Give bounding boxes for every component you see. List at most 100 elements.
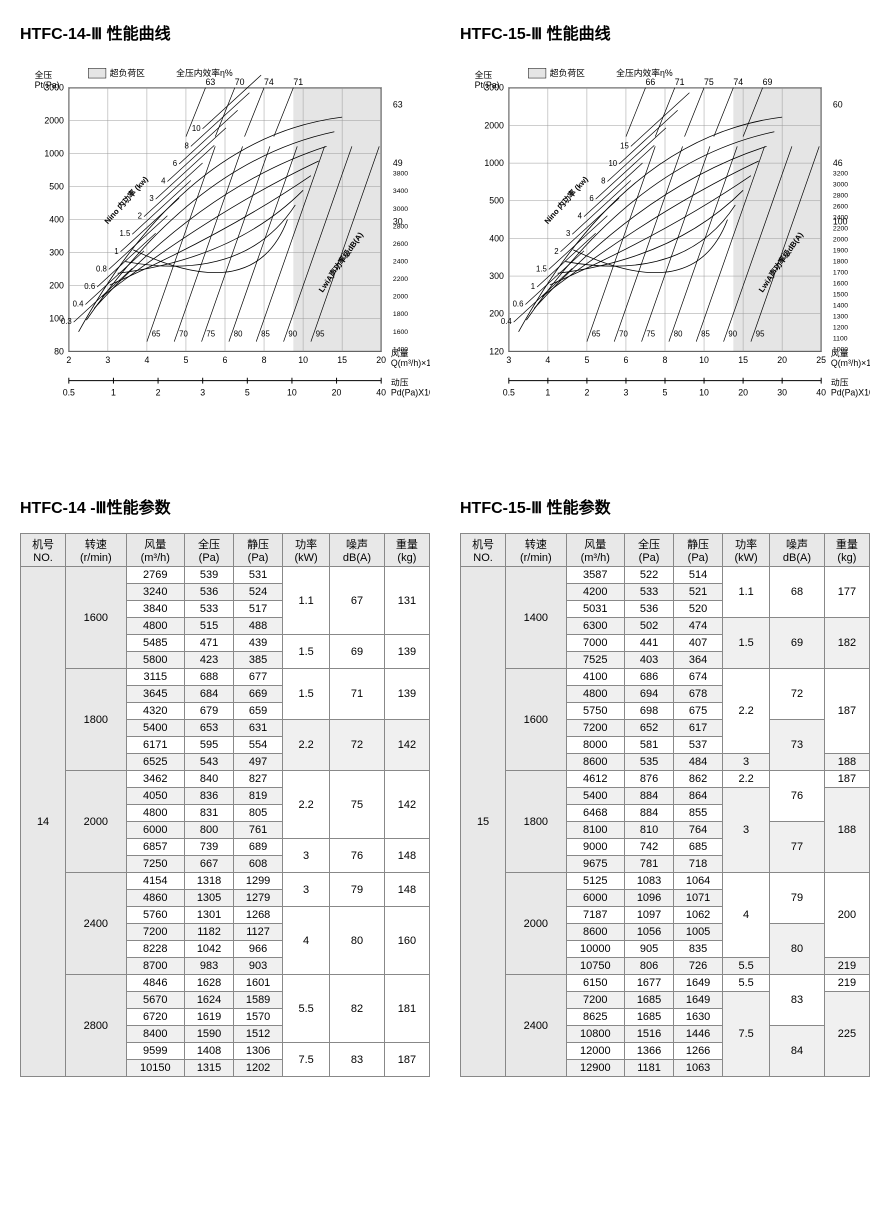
svg-text:2: 2: [156, 387, 161, 397]
data-cell: 543: [185, 754, 234, 771]
data-cell: 6300: [566, 618, 625, 635]
data-cell: 876: [625, 771, 674, 788]
data-cell: 533: [625, 584, 674, 601]
table1-title: HTFC-14 -Ⅲ性能参数: [20, 494, 430, 518]
data-cell: 4050: [126, 788, 185, 805]
data-cell: 5400: [126, 720, 185, 737]
power-cell: 2.2: [283, 771, 330, 839]
data-cell: 1685: [625, 1009, 674, 1026]
svg-text:6: 6: [589, 194, 593, 203]
svg-text:3: 3: [506, 355, 511, 365]
data-cell: 6525: [126, 754, 185, 771]
data-cell: 1005: [674, 924, 723, 941]
svg-text:10: 10: [192, 124, 201, 133]
speed-cell: 1400: [506, 567, 566, 669]
data-cell: 686: [625, 669, 674, 686]
data-cell: 484: [674, 754, 723, 771]
data-cell: 581: [625, 737, 674, 754]
svg-text:1: 1: [114, 247, 118, 256]
col-header: 风量(m³/h): [566, 534, 625, 567]
data-cell: 5670: [126, 992, 185, 1009]
svg-text:1000: 1000: [833, 346, 848, 353]
data-cell: 1315: [185, 1060, 234, 1077]
data-cell: 522: [625, 567, 674, 584]
svg-text:6: 6: [173, 159, 177, 168]
noise-cell: 71: [330, 669, 385, 720]
svg-text:Pt(Pa): Pt(Pa): [35, 80, 60, 90]
svg-text:2: 2: [66, 355, 71, 365]
svg-text:2000: 2000: [833, 237, 848, 244]
svg-text:10: 10: [287, 387, 297, 397]
svg-text:0.6: 0.6: [513, 299, 524, 308]
data-cell: 1408: [185, 1043, 234, 1060]
data-cell: 1042: [185, 941, 234, 958]
svg-text:1: 1: [111, 387, 116, 397]
data-cell: 3645: [126, 686, 185, 703]
data-cell: 520: [674, 601, 723, 618]
data-cell: 674: [674, 669, 723, 686]
data-cell: 4800: [566, 686, 625, 703]
chart2: 1202003004005001000200030003456810152025…: [460, 54, 870, 434]
data-cell: 831: [185, 805, 234, 822]
svg-text:60: 60: [833, 99, 843, 109]
noise-cell: 82: [330, 975, 385, 1043]
data-cell: 6150: [566, 975, 625, 992]
data-cell: 1649: [674, 992, 723, 1009]
svg-text:0.8: 0.8: [96, 264, 107, 273]
svg-text:动压: 动压: [391, 378, 409, 388]
weight-cell: 181: [384, 975, 429, 1043]
svg-text:5: 5: [245, 387, 250, 397]
data-cell: 1630: [674, 1009, 723, 1026]
col-header: 静压(Pa): [674, 534, 723, 567]
data-cell: 1677: [625, 975, 674, 992]
svg-text:80: 80: [674, 330, 683, 339]
chart2-title: HTFC-15-Ⅲ 性能曲线: [460, 20, 870, 44]
svg-text:85: 85: [261, 330, 270, 339]
power-cell: 2.2: [283, 720, 330, 771]
data-cell: 8600: [566, 924, 625, 941]
data-cell: 677: [234, 669, 283, 686]
data-cell: 4320: [126, 703, 185, 720]
col-header: 功率(kW): [283, 534, 330, 567]
svg-text:1: 1: [531, 282, 535, 291]
data-cell: 12900: [566, 1060, 625, 1077]
data-cell: 6171: [126, 737, 185, 754]
data-cell: 1071: [674, 890, 723, 907]
power-cell: 4: [723, 873, 770, 958]
data-cell: 5750: [566, 703, 625, 720]
svg-text:0.5: 0.5: [503, 387, 515, 397]
weight-cell: 160: [384, 907, 429, 975]
svg-text:4: 4: [578, 212, 583, 221]
svg-text:3000: 3000: [393, 206, 408, 213]
svg-text:1400: 1400: [833, 302, 848, 309]
data-cell: 1516: [625, 1026, 674, 1043]
svg-text:90: 90: [288, 330, 297, 339]
power-cell: 3: [283, 873, 330, 907]
svg-text:75: 75: [206, 330, 215, 339]
data-cell: 836: [185, 788, 234, 805]
data-cell: 1202: [234, 1060, 283, 1077]
svg-text:1.5: 1.5: [536, 264, 548, 273]
data-cell: 1279: [234, 890, 283, 907]
col-header: 静压(Pa): [234, 534, 283, 567]
data-cell: 536: [185, 584, 234, 601]
data-cell: 1570: [234, 1009, 283, 1026]
noise-cell: 80: [770, 924, 825, 975]
speed-cell: 1600: [506, 669, 566, 771]
data-cell: 8400: [126, 1026, 185, 1043]
power-cell: 5.5: [283, 975, 330, 1043]
svg-text:5: 5: [663, 387, 668, 397]
data-cell: 10800: [566, 1026, 625, 1043]
weight-cell: 131: [384, 567, 429, 635]
svg-text:全压: 全压: [35, 69, 53, 80]
data-cell: 1127: [234, 924, 283, 941]
data-cell: 698: [625, 703, 674, 720]
speed-cell: 1800: [66, 669, 126, 771]
data-cell: 10000: [566, 941, 625, 958]
svg-text:1800: 1800: [393, 311, 408, 318]
power-cell: 2.2: [723, 771, 770, 788]
speed-cell: 2800: [66, 975, 126, 1077]
col-header: 机号NO.: [461, 534, 506, 567]
table1: 机号NO.转速(r/min)风量(m³/h)全压(Pa)静压(Pa)功率(kW)…: [20, 533, 430, 1077]
data-cell: 862: [674, 771, 723, 788]
